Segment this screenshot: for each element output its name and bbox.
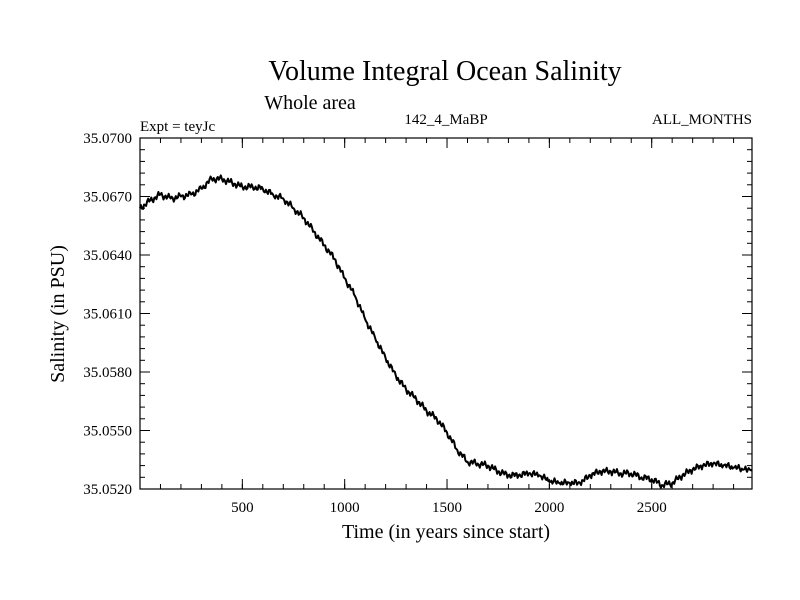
x-tick-label: 500: [231, 500, 254, 516]
chart-title: Volume Integral Ocean Salinity: [268, 56, 621, 87]
experiment-label: Expt = teyJc: [140, 119, 215, 135]
months-label: ALL_MONTHS: [652, 112, 752, 128]
chart-subtitle: Whole area: [264, 92, 356, 114]
x-tick-label: 2000: [534, 500, 564, 516]
y-tick-label: 35.0640: [83, 248, 132, 264]
x-tick-label: 2500: [637, 500, 667, 516]
y-tick-label: 35.0610: [83, 307, 132, 323]
salinity-series-line: [139, 174, 753, 489]
tick-labels: 500 1000 1500 2000 2500 35.0520 35.0550 35.0580…: [83, 131, 666, 516]
y-tick-label: 35.0580: [83, 365, 132, 381]
period-label: 142_4_MaBP: [404, 112, 487, 128]
y-tick-label: 35.0520: [83, 482, 132, 498]
x-tick-label: 1500: [432, 500, 462, 516]
y-tick-label: 35.0670: [83, 190, 132, 206]
x-axis-label: Time (in years since start): [342, 521, 550, 543]
y-axis-label: Salinity (in PSU): [47, 245, 69, 383]
y-tick-label: 35.0550: [83, 424, 132, 440]
plot-frame: [139, 137, 753, 490]
x-tick-label: 1000: [330, 500, 360, 516]
axis-ticks: [140, 137, 752, 490]
y-tick-label: 35.0700: [83, 131, 132, 147]
